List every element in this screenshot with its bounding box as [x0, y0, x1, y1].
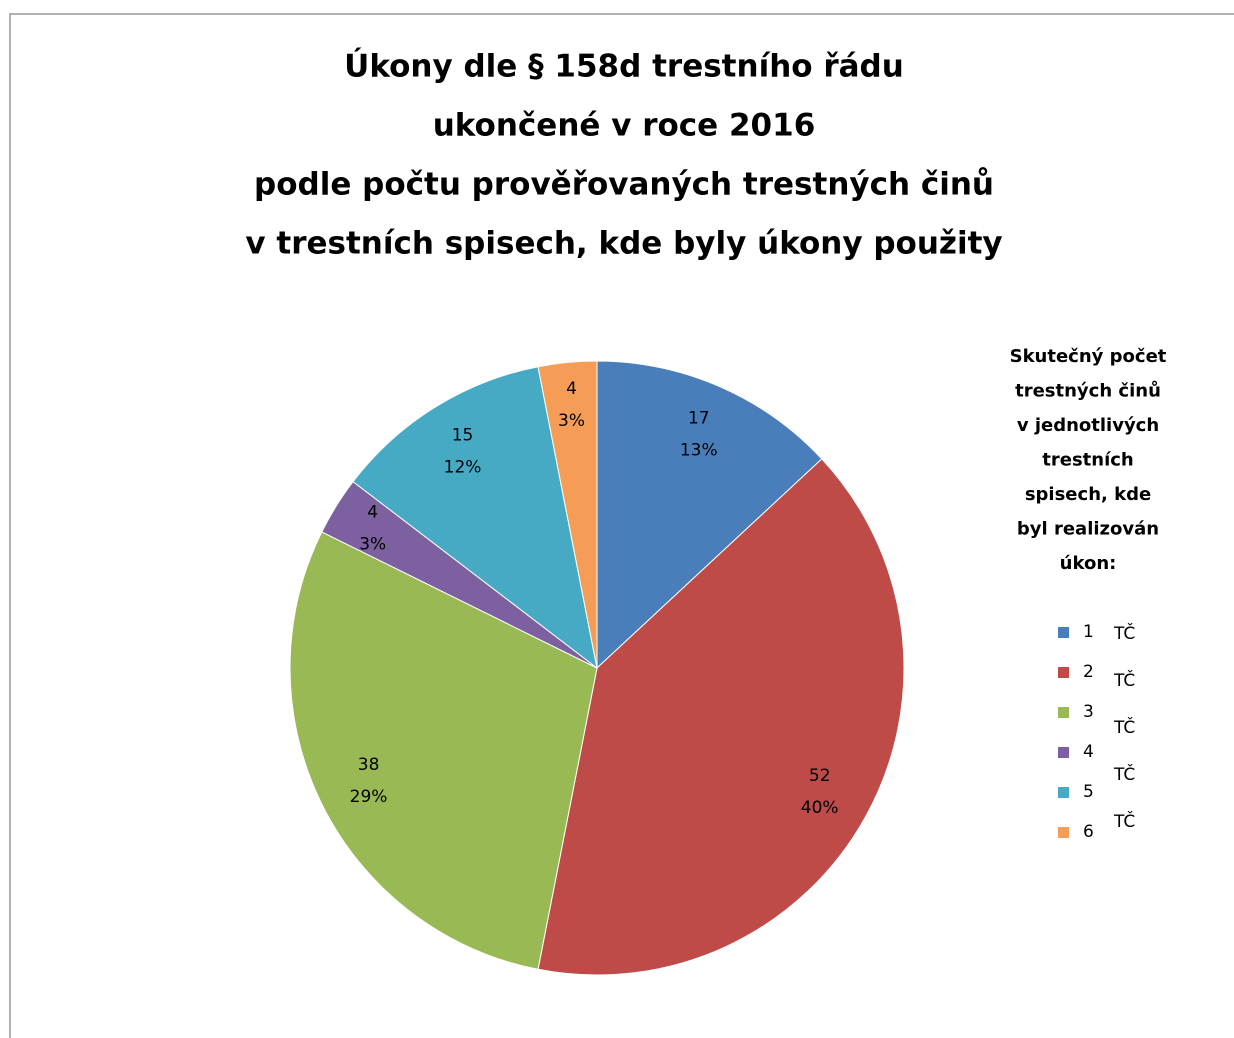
legend-suffix: TČ — [1113, 669, 1135, 691]
data-label: 4 — [367, 503, 378, 523]
legend-title: trestných činů — [1015, 380, 1161, 402]
chart-title: v trestních spisech, kde byly úkony použ… — [245, 226, 1002, 262]
legend-label: 5 — [1083, 782, 1094, 802]
data-label: 38 — [358, 755, 380, 775]
legend-swatch — [1058, 747, 1069, 758]
legend-swatch — [1058, 667, 1069, 678]
legend-suffix: TČ — [1113, 622, 1135, 644]
data-label-percent: 40% — [801, 798, 839, 818]
legend-swatch — [1058, 627, 1069, 638]
legend-suffix: TČ — [1113, 763, 1135, 785]
legend-swatch — [1058, 787, 1069, 798]
data-label-percent: 3% — [558, 411, 585, 431]
data-label-percent: 29% — [350, 787, 388, 807]
data-label-percent: 3% — [359, 535, 386, 555]
legend-label: 1 — [1083, 622, 1094, 642]
data-label: 52 — [809, 766, 831, 786]
pie-slice — [289, 531, 598, 970]
legend-label: 4 — [1083, 742, 1094, 762]
legend-suffix: TČ — [1113, 810, 1135, 832]
pie-slice — [537, 360, 598, 669]
legend-swatch — [1058, 827, 1069, 838]
legend-suffix: TČ — [1113, 716, 1135, 738]
legend-label: 3 — [1083, 702, 1094, 722]
legend-title: spisech, kde — [1025, 484, 1151, 505]
chart-frame — [9, 13, 1234, 1038]
legend-title: Skutečný počet — [1010, 346, 1167, 367]
legend-label: 6 — [1083, 822, 1094, 842]
pie-slice — [352, 366, 598, 670]
legend-label: 2 — [1083, 662, 1094, 682]
pie-slice — [596, 360, 823, 670]
legend-title: v jednotlivých — [1017, 415, 1159, 436]
legend-title: úkon: — [1060, 553, 1117, 574]
legend-swatch — [1058, 707, 1069, 718]
data-label-percent: 12% — [444, 458, 482, 478]
legend-title: trestních — [1042, 450, 1133, 471]
chart-title: ukončené v roce 2016 — [433, 108, 816, 144]
pie-slice — [537, 458, 905, 976]
chart-title: Úkony dle § 158d trestního řádu — [344, 48, 904, 85]
legend-title: byl realizován — [1017, 519, 1159, 540]
data-label: 17 — [688, 408, 710, 428]
chart-title: podle počtu prověřovaných trestných činů — [254, 167, 994, 203]
data-label-percent: 13% — [680, 440, 718, 460]
data-label: 15 — [452, 426, 474, 446]
data-label: 4 — [566, 379, 577, 399]
